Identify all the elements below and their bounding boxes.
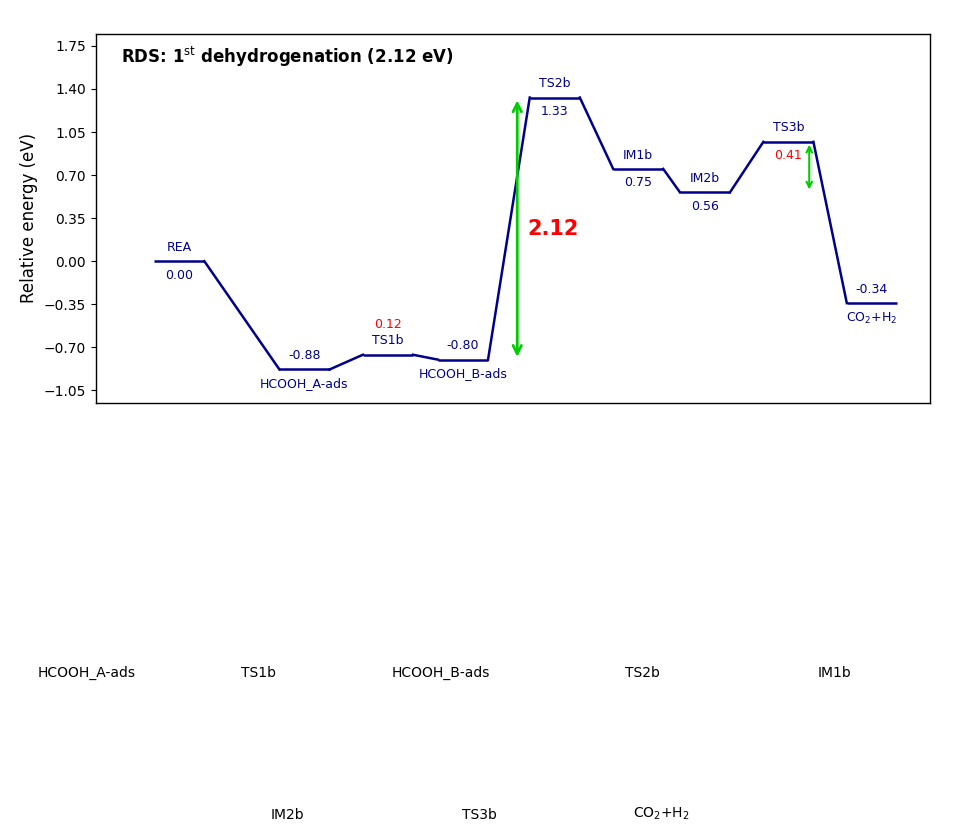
- Text: 0.41: 0.41: [775, 149, 803, 162]
- Text: HCOOH_A-ads: HCOOH_A-ads: [37, 665, 135, 680]
- Y-axis label: Relative energy (eV): Relative energy (eV): [20, 133, 38, 303]
- Text: REA: REA: [167, 241, 192, 254]
- Text: TS2b: TS2b: [625, 665, 660, 680]
- Text: 2.12: 2.12: [527, 219, 578, 238]
- Text: -0.88: -0.88: [289, 349, 320, 362]
- Text: CO$_2$+H$_2$: CO$_2$+H$_2$: [846, 310, 898, 326]
- Text: 0.12: 0.12: [374, 318, 402, 331]
- Text: HCOOH_B-ads: HCOOH_B-ads: [392, 665, 490, 680]
- Text: 1.33: 1.33: [541, 105, 569, 118]
- Text: HCOOH_B-ads: HCOOH_B-ads: [418, 367, 507, 380]
- Text: IM2b: IM2b: [270, 808, 305, 822]
- Text: 0.56: 0.56: [691, 200, 719, 212]
- Text: 0.00: 0.00: [165, 268, 194, 282]
- Text: TS1b: TS1b: [372, 335, 404, 347]
- Text: IM1b: IM1b: [817, 665, 852, 680]
- Text: -0.34: -0.34: [855, 283, 888, 295]
- Text: 0.75: 0.75: [624, 176, 652, 190]
- Text: RDS: 1$^{\rm st}$ dehydrogenation (2.12 eV): RDS: 1$^{\rm st}$ dehydrogenation (2.12 …: [121, 44, 454, 69]
- Text: CO$_2$+H$_2$: CO$_2$+H$_2$: [633, 805, 690, 822]
- Text: TS2b: TS2b: [539, 77, 571, 90]
- Text: -0.80: -0.80: [447, 339, 480, 352]
- Text: TS3b: TS3b: [773, 122, 805, 134]
- Text: IM1b: IM1b: [623, 149, 653, 162]
- Text: HCOOH_A-ads: HCOOH_A-ads: [260, 377, 349, 390]
- Text: TS3b: TS3b: [462, 808, 497, 822]
- Text: IM2b: IM2b: [690, 172, 720, 185]
- Text: TS1b: TS1b: [242, 665, 276, 680]
